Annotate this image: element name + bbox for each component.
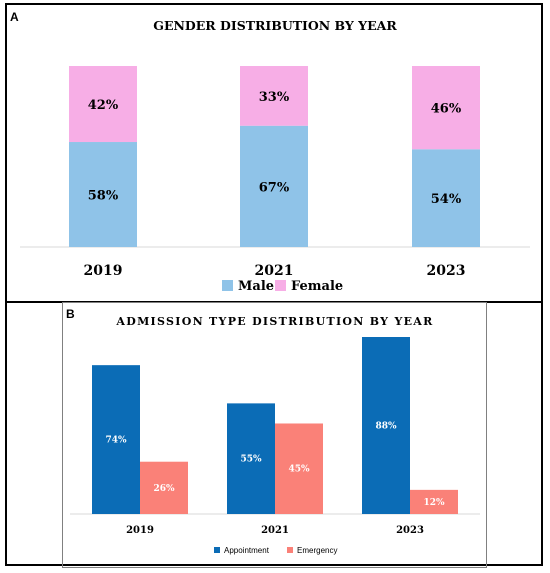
bar-appointment-2021 [227,403,275,514]
panel-a-x-tick-labels: 2019 2021 2023 [84,263,466,279]
panel-b-letter: B [66,307,75,321]
data-label-male-2023: 54% [431,192,462,207]
data-label-male-2019: 58% [88,189,119,204]
data-label-appointment-2023: 88% [375,422,397,432]
x-tick-label: 2021 [255,263,294,279]
panel-b-frame [62,302,487,568]
panel-b-bars [92,337,458,514]
bar-appointment-2023 [362,337,410,514]
panel-a-data-labels: 58% 42% 67% 33% 54% 46% [88,90,462,207]
panel-a: A GENDER DISTRIBUTION BY YEAR 58% 42% 67% 3… [10,10,530,294]
bar-emergency-2021 [275,423,323,514]
panel-a-letter: A [10,10,19,24]
data-label-male-2021: 67% [259,180,290,195]
figure-frame [5,3,543,566]
data-label-female-2021: 33% [259,90,290,105]
bar-female-2019 [69,66,137,143]
x-tick-label: 2019 [126,525,154,536]
bar-male-2021 [240,125,308,247]
panel-a-legend: Male Female [222,279,343,294]
x-tick-label: 2021 [261,525,289,536]
panel-a-bars [69,66,480,247]
panel-a-title: GENDER DISTRIBUTION BY YEAR [153,18,397,33]
legend-swatch-appointment [214,547,220,553]
bar-male-2023 [412,149,480,247]
data-label-appointment-2019: 74% [105,436,127,446]
data-label-female-2023: 46% [431,102,462,117]
legend-label-emergency: Emergency [297,546,337,555]
legend-swatch-emergency [287,547,293,553]
legend-label-appointment: Appointment [224,546,270,555]
legend-swatch-male [222,280,233,291]
bar-emergency-2023 [410,489,458,514]
data-label-emergency-2019: 26% [153,484,175,494]
data-label-female-2019: 42% [88,98,119,113]
panel-b: B ADMISSION TYPE DISTRIBUTION BY YEAR 74… [66,307,480,555]
panel-b-x-tick-labels: 2019 2021 2023 [126,525,424,536]
bar-male-2019 [69,142,137,247]
x-tick-label: 2023 [427,263,466,279]
bar-female-2023 [412,66,480,150]
x-tick-label: 2019 [84,263,123,279]
data-label-emergency-2023: 12% [423,498,445,508]
legend-label-male: Male [238,279,274,294]
legend-label-female: Female [291,279,343,294]
data-label-appointment-2021: 55% [240,455,262,465]
bar-female-2021 [240,66,308,126]
panel-b-title: ADMISSION TYPE DISTRIBUTION BY YEAR [115,315,433,328]
panel-b-data-labels: 74% 26% 55% 45% 88% 12% [105,422,445,508]
data-label-emergency-2021: 45% [288,465,310,475]
bar-appointment-2019 [92,365,140,514]
x-tick-label: 2023 [396,525,424,536]
legend-swatch-female [275,280,286,291]
bar-emergency-2019 [140,461,188,514]
panel-b-legend: Appointment Emergency [214,546,337,555]
